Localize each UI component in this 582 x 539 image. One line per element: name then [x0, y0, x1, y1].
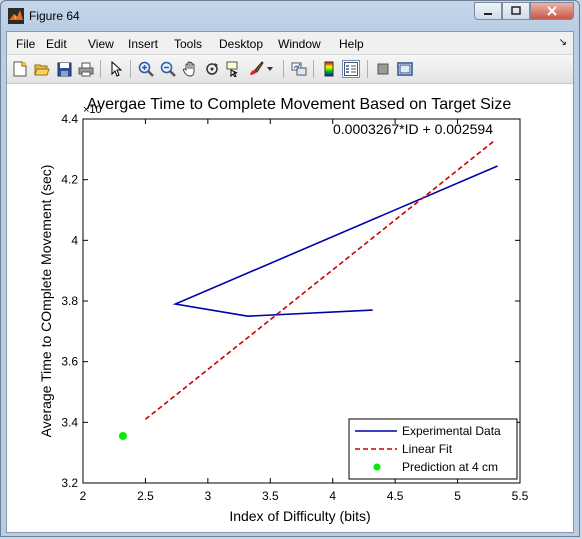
y-tick-label: 3.8 [61, 294, 78, 308]
link-plot-icon[interactable] [290, 60, 308, 78]
legend: Experimental Data Linear Fit Prediction at… [348, 418, 518, 480]
open-file-icon[interactable] [33, 60, 51, 78]
menu-desktop[interactable]: Desktop [219, 37, 264, 51]
y-exponent-label: ×10 [83, 104, 102, 116]
experimental-data-line [172, 165, 498, 317]
y-tick-label: 4.2 [61, 173, 78, 187]
figure-canvas: Avergae Time to Complete Movement Based … [7, 84, 573, 532]
title-bar[interactable]: Figure 64 [1, 1, 579, 31]
zoom-in-icon[interactable] [137, 60, 155, 78]
legend-label-experimental-data: Experimental Data [402, 424, 501, 438]
hide-plot-tools-icon[interactable] [374, 60, 392, 78]
edit-plot-icon[interactable] [107, 60, 125, 78]
fit-equation-annotation: 0.0003267*ID + 0.002594 [333, 121, 493, 137]
menu-tools[interactable]: Tools [174, 37, 203, 51]
minimize-icon [484, 13, 492, 15]
brush-icon[interactable] [247, 60, 265, 78]
close-button[interactable] [530, 2, 574, 20]
zoom-out-icon[interactable] [159, 60, 177, 78]
minimize-button[interactable] [474, 2, 502, 20]
pan-icon[interactable] [181, 60, 199, 78]
y-axis-label: Average Time to COmplete Movement (sec) [38, 165, 54, 438]
x-tick-label: 5.5 [512, 489, 529, 503]
maximize-icon [511, 6, 521, 15]
legend-marker-prediction-at-4-cm [373, 463, 381, 471]
show-plot-tools-icon[interactable] [396, 60, 414, 78]
x-tick-label: 2 [80, 489, 87, 503]
menu-help[interactable]: Help [339, 37, 364, 51]
menu-window[interactable]: Window [278, 37, 321, 51]
menu-view[interactable]: View [88, 37, 114, 51]
plot-svg: Avergae Time to Complete Movement Based … [38, 96, 529, 524]
x-axis-label: Index of Difficulty (bits) [229, 508, 370, 524]
menu-file[interactable]: File [16, 37, 36, 51]
menu-edit[interactable]: Edit [46, 37, 67, 51]
close-icon [547, 6, 557, 16]
legend-label-linear-fit: Linear Fit [402, 442, 453, 456]
x-tick-label: 4.5 [387, 489, 404, 503]
y-tick-label: 3.4 [61, 415, 78, 429]
data-cursor-icon[interactable] [225, 60, 243, 78]
chart-title: Avergae Time to Complete Movement Based … [87, 96, 512, 113]
y-tick-label: 4 [71, 233, 78, 247]
y-tick-label: 3.2 [61, 476, 78, 490]
save-icon[interactable] [55, 60, 73, 78]
y-tick-label: 4.4 [61, 112, 78, 126]
colorbar-icon[interactable] [320, 60, 338, 78]
print-icon[interactable] [77, 60, 95, 78]
menu-bar: File Edit View Insert Tools Desktop Wind… [7, 32, 573, 55]
window-title: Figure 64 [29, 9, 80, 23]
menu-insert[interactable]: Insert [128, 37, 159, 51]
x-tick-label: 2.5 [137, 489, 154, 503]
prediction-at-4-cm-point [118, 431, 127, 440]
x-tick-label: 5 [454, 489, 461, 503]
linear-fit-line [144, 139, 496, 420]
x-tick-label: 3.5 [262, 489, 279, 503]
brush-dropdown-icon[interactable] [265, 60, 275, 78]
legend-icon[interactable] [342, 60, 360, 78]
rotate-3d-icon[interactable] [203, 60, 221, 78]
legend-label-prediction-at-4-cm: Prediction at 4 cm [402, 460, 498, 474]
matlab-icon [8, 8, 24, 24]
maximize-button[interactable] [502, 2, 530, 20]
dock-arrow-icon[interactable]: ↘ [558, 37, 567, 48]
y-tick-label: 3.6 [61, 355, 78, 369]
new-figure-icon[interactable] [11, 60, 29, 78]
x-tick-label: 4 [329, 489, 336, 503]
figure-toolbar [7, 55, 573, 84]
x-tick-label: 3 [205, 489, 212, 503]
figure-client-area: File Edit View Insert Tools Desktop Wind… [6, 31, 574, 533]
